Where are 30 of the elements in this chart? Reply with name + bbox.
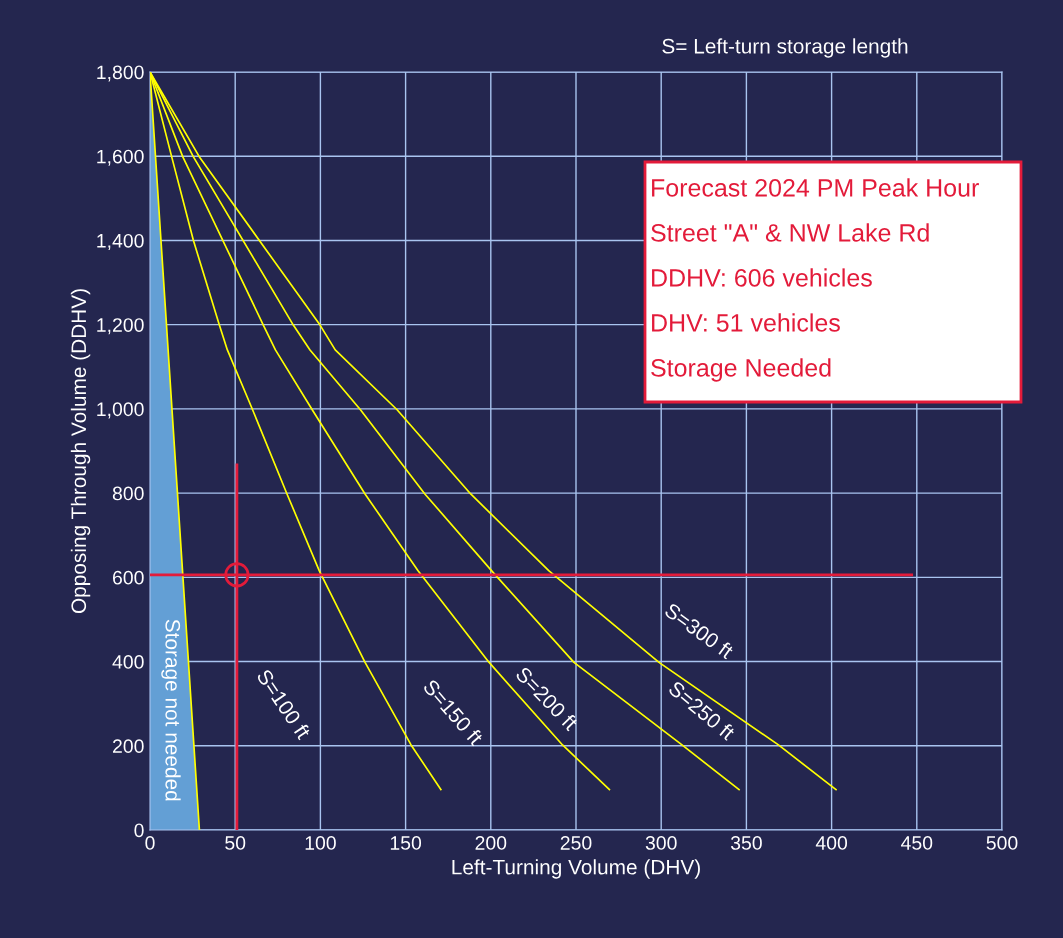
x-tick-label: 100 — [305, 836, 336, 850]
annotation: Storage Needed — [651, 358, 831, 382]
text: S= Left-turn storage length — [662, 38, 908, 58]
y-tick-label: 1,000 — [97, 402, 144, 419]
y-tick-label: 0 — [134, 823, 144, 838]
x-tick-label: 0 — [145, 836, 155, 850]
y-axis-title: Opposing Through Volume (DDHV) — [70, 289, 91, 614]
x-tick-label: 400 — [815, 836, 848, 850]
annotation: Street "A" & NW Lake Rd — [651, 223, 929, 242]
y-tick-label: 1,600 — [97, 149, 144, 166]
y-tick-label: 800 — [112, 486, 144, 501]
x-tick-label: 350 — [730, 836, 762, 850]
x-tick-label: 50 — [225, 836, 246, 850]
x-tick-label: 300 — [645, 836, 677, 850]
y-tick-label: 1,400 — [97, 233, 144, 250]
annotation: Storage not needed — [161, 619, 181, 801]
y-tick-label: 400 — [112, 655, 144, 669]
x-tick-label: 450 — [901, 836, 933, 850]
y-tick-label: 1,200 — [97, 318, 144, 335]
y-tick-label: 200 — [112, 739, 144, 754]
x-tick-label: 200 — [475, 836, 507, 850]
annotation: DHV: 51 vehicles — [652, 313, 840, 332]
y-tick-label: 1,800 — [97, 65, 144, 82]
annotation: DDHV: 606 vehicles — [652, 268, 872, 287]
x-tick-label: 500 — [986, 836, 1018, 850]
x-tick-label: 250 — [560, 836, 592, 850]
x-tick-label: 150 — [390, 836, 422, 850]
y-tick-label: 600 — [112, 570, 144, 585]
annotation: Forecast 2024 PM Peak Hour — [652, 178, 979, 197]
x-axis-title: Left-Turning Volume (DHV) — [452, 859, 700, 879]
